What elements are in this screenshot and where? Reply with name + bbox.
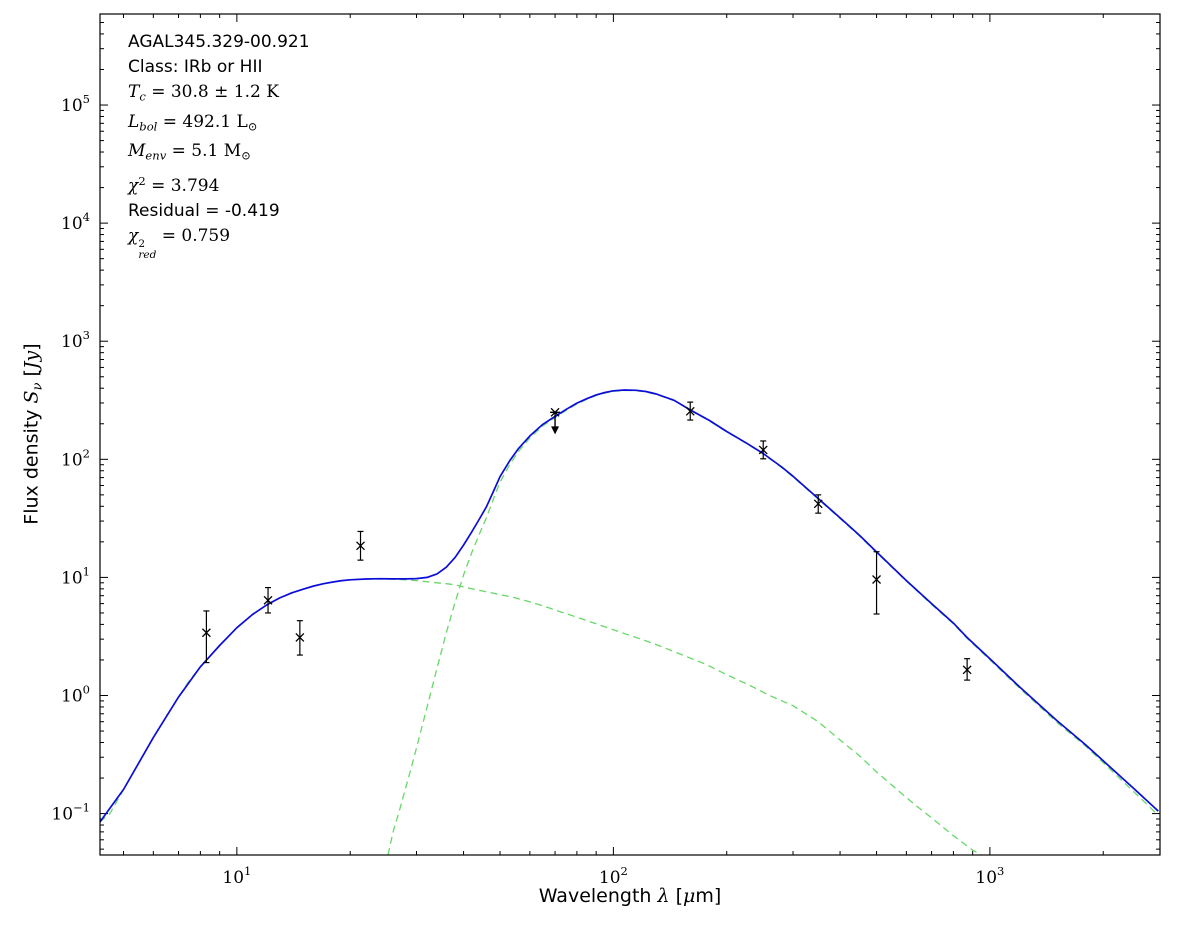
fit-parameters-annotation: AGAL345.329-00.921 Class: IRb or HII Tc = … [128,30,310,261]
data-point [813,494,823,514]
total-model-fit-curve [99,389,1159,823]
data-point [295,620,305,656]
data-point [758,440,768,460]
x-marker [263,595,273,605]
x-marker [758,445,768,455]
x-marker [872,575,882,584]
chi-squared: χ2 = 3.794 [128,174,220,196]
data-point [962,658,972,681]
y-tick-label: 10−1 [51,801,90,825]
envelope-mass: Menv = 5.1 M⊙ [128,141,251,164]
x-marker [201,628,211,638]
data-point [263,586,273,614]
upper-limit-arrow [551,426,560,435]
y-tick-label: 101 [61,564,90,588]
y-tick-label: 102 [61,446,90,470]
y-axis-label: Flux density Sν [Jy] [20,343,46,525]
data-point [201,610,211,664]
data-point [872,551,882,615]
x-tick-label: 101 [222,864,251,888]
x-tick-label: 102 [599,864,628,888]
y-tick-label: 100 [61,682,90,706]
y-tick-label: 105 [61,92,90,116]
x-marker [685,406,695,416]
chi-squared-reduced: χ 2 red = 0.759 [128,225,231,261]
data-point [356,530,365,561]
y-tick-label: 104 [61,210,90,234]
x-marker [356,541,365,551]
residual: Residual = -0.419 [128,200,280,221]
y-tick-label: 103 [61,328,90,352]
axes-frame [99,13,1161,856]
data-point [685,401,695,421]
data-point [550,407,561,435]
x-marker [813,499,823,509]
x-marker [550,407,560,417]
bolometric-luminosity: Lbol = 492.1 L⊙ [128,111,258,134]
dust-temperature: Tc = 30.8 ± 1.2 K [128,82,279,104]
x-axis-label: Wavelength λ [μm] [538,885,722,907]
x-marker [962,665,972,675]
x-marker [295,633,305,642]
warm-component-curve [99,578,982,856]
source-class: Class: IRb or HII [128,57,263,77]
x-tick-label: 103 [975,864,1004,888]
source-name: AGAL345.329-00.921 [128,32,310,52]
